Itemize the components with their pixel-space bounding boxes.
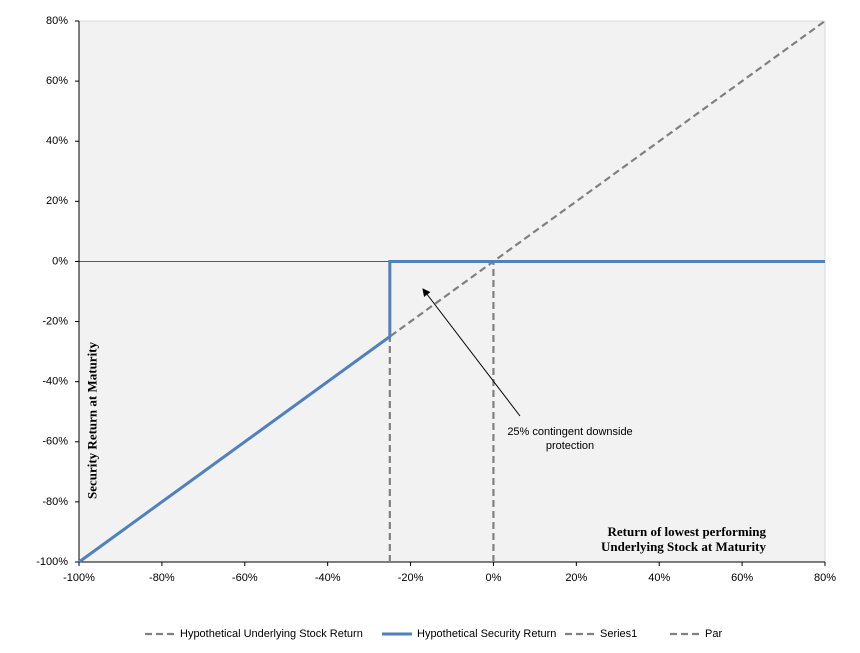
annotation: 25% contingent downside protection (507, 426, 633, 452)
x-tick-label: 80% (814, 572, 836, 584)
y-tick-label: -100% (36, 556, 68, 568)
x-tick-label: -100% (63, 572, 95, 584)
y-tick-label: 20% (46, 195, 68, 207)
x-tick-label: 0% (485, 572, 501, 584)
y-tick-label: 80% (46, 15, 68, 27)
x-tick-label: -80% (149, 572, 175, 584)
legend-label: Par (705, 628, 722, 640)
x-tick-label: -20% (398, 572, 424, 584)
annotation-arrow (422, 288, 521, 417)
x-tick-label: 40% (648, 572, 670, 584)
x-tick-label: 20% (565, 572, 587, 584)
y-tick-label: 0% (52, 255, 68, 267)
y-tick-label: 60% (46, 75, 68, 87)
legend-label: Hypothetical Underlying Stock Return (180, 628, 363, 640)
legend-label: Hypothetical Security Return (417, 628, 556, 640)
x-tick-label: 60% (731, 572, 753, 584)
x-tick-label: -40% (315, 572, 341, 584)
y-tick-label: -60% (42, 436, 68, 448)
x-tick-label: -60% (232, 572, 258, 584)
x-axis-title: Return of lowest performing Underlying S… (600, 524, 766, 554)
series-line (78, 259, 825, 564)
y-tick-label: -40% (42, 376, 68, 388)
legend-label: Series1 (600, 628, 637, 640)
y-tick-label: -80% (42, 496, 68, 508)
y-tick-label: 40% (46, 135, 68, 147)
y-tick-label: -20% (42, 315, 68, 327)
y-axis-title: Security Return at Maturity (84, 341, 100, 500)
